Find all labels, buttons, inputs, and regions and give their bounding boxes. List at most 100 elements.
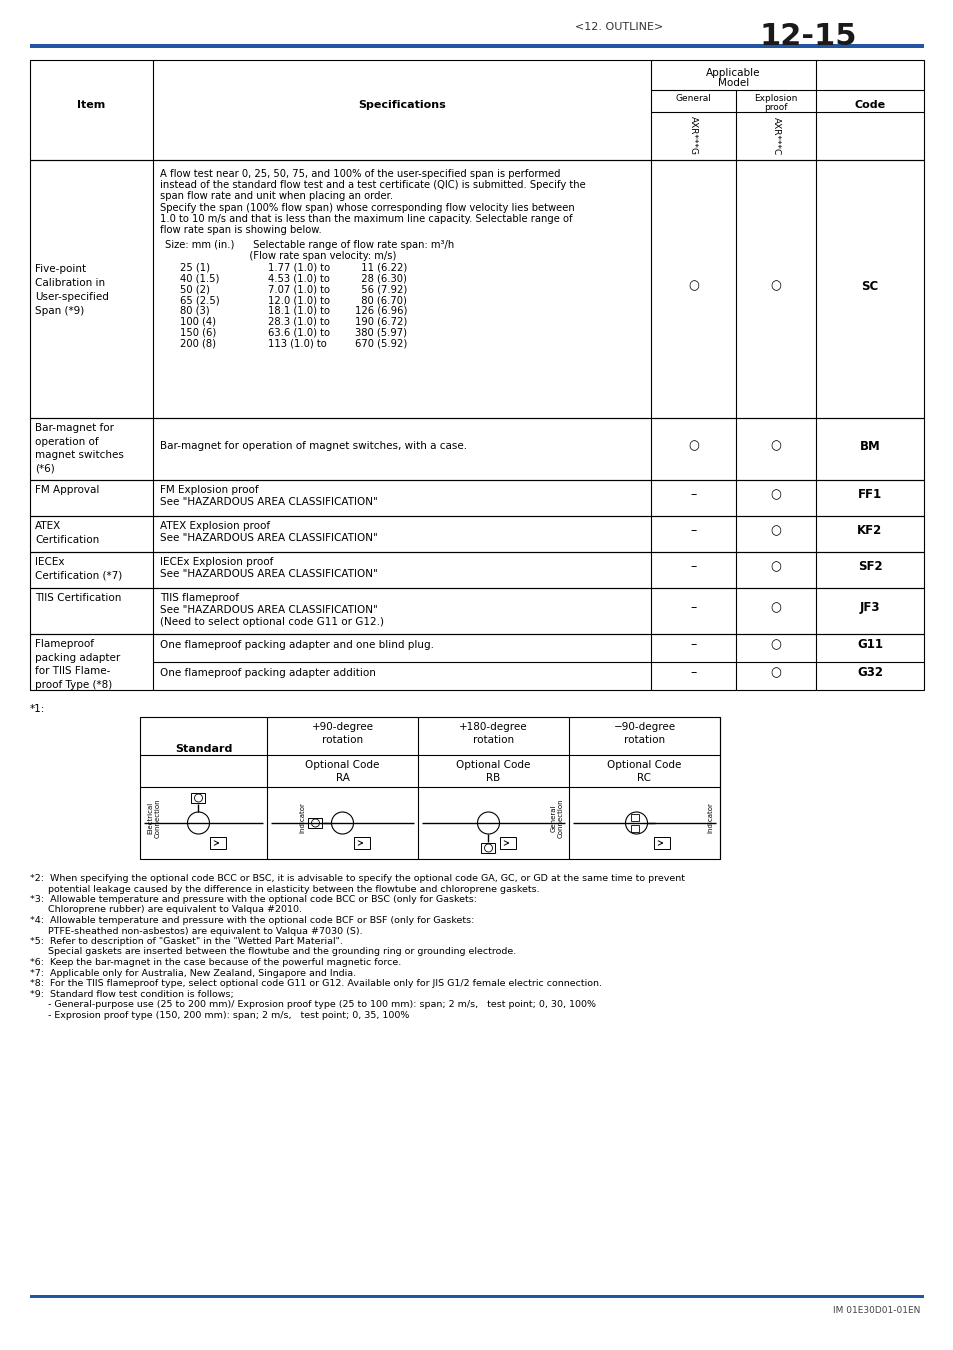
Text: - Exprosion proof type (150, 200 mm): span; 2 m/s,   test point; 0, 35, 100%: - Exprosion proof type (150, 200 mm): sp… [30, 1011, 409, 1019]
Text: IM 01E30D01-01EN: IM 01E30D01-01EN [832, 1305, 919, 1315]
Text: 200 (8): 200 (8) [180, 339, 215, 348]
Text: Standard: Standard [174, 744, 232, 755]
Text: Optional Code
RA: Optional Code RA [305, 760, 379, 783]
Text: 100 (4): 100 (4) [180, 317, 215, 327]
Text: 11 (6.22): 11 (6.22) [355, 263, 407, 273]
Text: General
Connection: General Connection [550, 798, 563, 838]
Text: TIIS flameproof: TIIS flameproof [160, 593, 239, 603]
Text: ○: ○ [770, 639, 781, 652]
Bar [30, 634, 923, 690]
Bar [30, 418, 923, 481]
Text: Electrical
Connection: Electrical Connection [148, 798, 160, 838]
Text: G11: G11 [856, 639, 882, 652]
Text: ○: ○ [687, 279, 699, 293]
Text: 65 (2.5): 65 (2.5) [180, 296, 219, 305]
Text: proof: proof [763, 103, 787, 112]
Bar [30, 516, 923, 552]
Text: ○: ○ [770, 525, 781, 537]
Text: span flow rate and unit when placing an order.: span flow rate and unit when placing an … [160, 192, 393, 201]
Text: 56 (7.92): 56 (7.92) [355, 285, 407, 294]
Text: 28 (6.30): 28 (6.30) [355, 274, 406, 284]
Bar [30, 45, 923, 49]
Bar [631, 825, 639, 832]
Text: 80 (6.70): 80 (6.70) [355, 296, 406, 305]
Text: Special gaskets are inserted between the flowtube and the grounding ring or grou: Special gaskets are inserted between the… [30, 948, 516, 957]
Bar [140, 717, 720, 859]
Bar [355, 837, 370, 849]
Text: TIIS Certification: TIIS Certification [35, 593, 121, 603]
Text: 40 (1.5): 40 (1.5) [180, 274, 219, 284]
Bar [211, 837, 226, 849]
Text: 380 (5.97): 380 (5.97) [355, 328, 407, 338]
Bar [631, 814, 639, 821]
Text: JF3: JF3 [859, 602, 880, 614]
Text: 670 (5.92): 670 (5.92) [355, 339, 407, 348]
Bar [30, 589, 923, 634]
Bar [481, 842, 495, 853]
Text: BM: BM [859, 440, 880, 452]
Text: 50 (2): 50 (2) [180, 285, 210, 294]
Text: 25 (1): 25 (1) [180, 263, 210, 273]
Text: potential leakage caused by the difference in elasticity between the flowtube an: potential leakage caused by the differen… [30, 884, 539, 894]
Text: 4.53 (1.0) to: 4.53 (1.0) to [268, 274, 330, 284]
Text: 63.6 (1.0) to: 63.6 (1.0) to [268, 328, 330, 338]
Text: (Flow rate span velocity: m/s): (Flow rate span velocity: m/s) [165, 251, 395, 262]
Text: Flameproof
packing adapter
for TIIS Flame-
proof Type (*8): Flameproof packing adapter for TIIS Flam… [35, 639, 120, 690]
Text: Optional Code
RB: Optional Code RB [456, 760, 530, 783]
Text: –: – [690, 489, 696, 501]
Bar [30, 552, 923, 589]
Text: *1:: *1: [30, 703, 46, 714]
Text: ○: ○ [770, 489, 781, 501]
Text: IECEx
Certification (*7): IECEx Certification (*7) [35, 558, 122, 580]
Text: *8:  For the TIIS flameproof type, select optional code G11 or G12. Available on: *8: For the TIIS flameproof type, select… [30, 979, 601, 988]
Text: <12. OUTLINE>: <12. OUTLINE> [575, 22, 662, 32]
Text: Specifications: Specifications [357, 100, 445, 109]
Text: Indicator: Indicator [299, 802, 305, 833]
Text: +90-degree
rotation: +90-degree rotation [312, 722, 374, 745]
Text: ○: ○ [770, 279, 781, 293]
Text: AXR***C: AXR***C [771, 117, 780, 155]
Text: KF2: KF2 [857, 525, 882, 537]
Text: ○: ○ [770, 440, 781, 452]
Text: See "HAZARDOUS AREA CLASSIFICATION": See "HAZARDOUS AREA CLASSIFICATION" [160, 568, 377, 579]
Text: PTFE-sheathed non-asbestos) are equivalent to Valqua #7030 (S).: PTFE-sheathed non-asbestos) are equivale… [30, 926, 362, 936]
Text: AXR***G: AXR***G [688, 116, 698, 155]
Text: ○: ○ [687, 440, 699, 452]
Bar [192, 792, 205, 803]
Text: 150 (6): 150 (6) [180, 328, 216, 338]
Text: 7.07 (1.0) to: 7.07 (1.0) to [268, 285, 330, 294]
Text: instead of the standard flow test and a test certificate (QIC) is submitted. Spe: instead of the standard flow test and a … [160, 180, 585, 190]
Text: Size: mm (in.)      Selectable range of flow rate span: m³/h: Size: mm (in.) Selectable range of flow … [165, 240, 454, 250]
Text: *9:  Standard flow test condition is follows;: *9: Standard flow test condition is foll… [30, 990, 233, 999]
Bar [30, 1295, 923, 1297]
Text: FM Explosion proof: FM Explosion proof [160, 485, 258, 495]
Text: flow rate span is showing below.: flow rate span is showing below. [160, 225, 321, 235]
Text: 12.0 (1.0) to: 12.0 (1.0) to [268, 296, 330, 305]
Text: ATEX Explosion proof: ATEX Explosion proof [160, 521, 270, 531]
Text: IECEx Explosion proof: IECEx Explosion proof [160, 558, 274, 567]
Text: FM Approval: FM Approval [35, 485, 99, 495]
Text: Bar-magnet for
operation of
magnet switches
(*6): Bar-magnet for operation of magnet switc… [35, 423, 124, 474]
Text: Code: Code [854, 100, 884, 109]
Bar [30, 59, 923, 161]
Bar [30, 481, 923, 516]
Text: FF1: FF1 [857, 489, 882, 501]
Text: *4:  Allowable temperature and pressure with the optional code BCF or BSF (only : *4: Allowable temperature and pressure w… [30, 917, 474, 925]
Text: ○: ○ [770, 602, 781, 614]
Text: –: – [690, 639, 696, 652]
Text: 190 (6.72): 190 (6.72) [355, 317, 407, 327]
Text: ATEX
Certification: ATEX Certification [35, 521, 99, 544]
Text: One flameproof packing adapter addition: One flameproof packing adapter addition [160, 668, 375, 678]
Text: 1.0 to 10 m/s and that is less than the maximum line capacity. Selectable range : 1.0 to 10 m/s and that is less than the … [160, 213, 572, 224]
Text: Five-point
Calibration in
User-specified
Span (*9): Five-point Calibration in User-specified… [35, 265, 109, 316]
Bar [500, 837, 516, 849]
Text: SF2: SF2 [857, 560, 882, 574]
Text: SC: SC [861, 279, 878, 293]
Text: 126 (6.96): 126 (6.96) [355, 306, 407, 316]
Text: One flameproof packing adapter and one blind plug.: One flameproof packing adapter and one b… [160, 640, 434, 649]
Text: *5:  Refer to description of "Gasket" in the "Wetted Part Material".: *5: Refer to description of "Gasket" in … [30, 937, 342, 946]
Text: Chloroprene rubber) are equivalent to Valqua #2010.: Chloroprene rubber) are equivalent to Va… [30, 906, 302, 914]
Text: G32: G32 [856, 667, 882, 679]
Text: 18.1 (1.0) to: 18.1 (1.0) to [268, 306, 330, 316]
Text: 12-15: 12-15 [760, 22, 857, 51]
